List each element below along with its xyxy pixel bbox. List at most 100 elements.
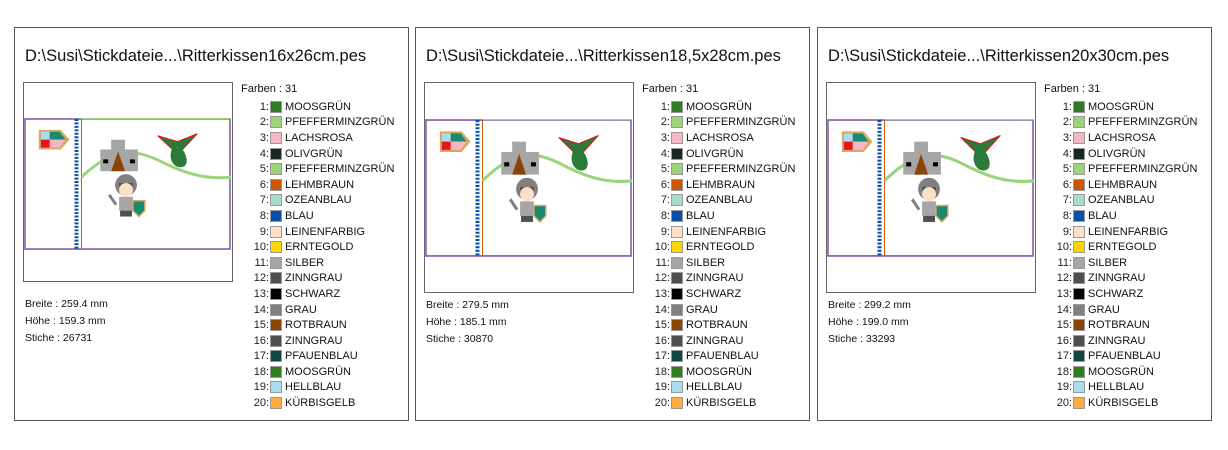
height-label: Höhe : 185.1 mm bbox=[426, 316, 507, 328]
color-name: LACHSROSA bbox=[285, 131, 353, 144]
color-name: OLIVGRÜN bbox=[686, 147, 744, 160]
design-preview[interactable] bbox=[424, 82, 634, 293]
stitches-label: Stiche : 33293 bbox=[828, 333, 896, 345]
width-label: Breite : 299.2 mm bbox=[828, 299, 911, 311]
width-label: Breite : 279.5 mm bbox=[426, 299, 509, 311]
color-name: PFAUENBLAU bbox=[285, 350, 358, 363]
design-artwork bbox=[827, 118, 1035, 258]
embroidery-file-panel: D:\Susi\Stickdateie...\Ritterkissen18,5x… bbox=[415, 27, 810, 421]
color-list-item: 12: ZINNGRAU bbox=[241, 271, 394, 287]
color-name: LEHMBRAUN bbox=[686, 178, 756, 191]
color-list-item: 18: MOOSGRÜN bbox=[241, 364, 394, 380]
color-name: MOOSGRÜN bbox=[1088, 365, 1154, 378]
color-swatch bbox=[270, 116, 282, 129]
color-swatch bbox=[1073, 350, 1085, 363]
color-swatch bbox=[270, 319, 282, 332]
color-list-item: 2: PFEFFERMINZGRÜN bbox=[241, 115, 394, 131]
color-name: ZINNGRAU bbox=[686, 334, 744, 347]
color-name: SCHWARZ bbox=[285, 287, 341, 300]
color-swatch bbox=[270, 334, 282, 347]
color-name: PFEFFERMINZGRÜN bbox=[285, 163, 395, 176]
color-name: HELLBLAU bbox=[686, 381, 743, 394]
color-swatch bbox=[1073, 131, 1085, 144]
color-list-item: 9: LEINENFARBIG bbox=[1044, 224, 1197, 240]
color-list-item: 2: PFEFFERMINZGRÜN bbox=[642, 115, 795, 131]
color-list-item: 7: OZEANBLAU bbox=[1044, 193, 1197, 209]
color-name: SCHWARZ bbox=[1088, 287, 1144, 300]
color-swatch bbox=[1073, 225, 1085, 238]
color-number: 5: bbox=[1062, 163, 1072, 176]
color-number: 6: bbox=[259, 178, 269, 191]
color-number: 1: bbox=[1062, 100, 1072, 113]
castle-icon bbox=[100, 139, 138, 172]
design-stats: Breite : 259.4 mm Höhe : 159.3 mm Stiche… bbox=[25, 296, 108, 347]
color-list-item: 11: SILBER bbox=[241, 255, 394, 271]
color-number: 9: bbox=[660, 225, 670, 238]
color-number: 10: bbox=[654, 241, 670, 254]
color-name: PFEFFERMINZGRÜN bbox=[686, 116, 796, 129]
color-name: ERNTEGOLD bbox=[1088, 241, 1157, 254]
color-list-item: 13: SCHWARZ bbox=[241, 286, 394, 302]
color-swatch bbox=[671, 381, 683, 394]
color-list-item: 10: ERNTEGOLD bbox=[1044, 239, 1197, 255]
color-name: OZEANBLAU bbox=[1088, 194, 1155, 207]
color-list-item: 10: ERNTEGOLD bbox=[642, 239, 795, 255]
color-swatch bbox=[270, 225, 282, 238]
color-number: 8: bbox=[259, 209, 269, 222]
color-swatch bbox=[270, 209, 282, 222]
design-preview[interactable] bbox=[23, 82, 233, 282]
color-number: 19: bbox=[1056, 381, 1072, 394]
color-list-item: 11: SILBER bbox=[1044, 255, 1197, 271]
color-list-item: 14: GRAU bbox=[241, 302, 394, 318]
color-swatch bbox=[270, 131, 282, 144]
color-list-item: 2: PFEFFERMINZGRÜN bbox=[1044, 115, 1197, 131]
color-list-item: 14: GRAU bbox=[642, 302, 795, 318]
color-list: Farben : 31 1: MOOSGRÜN 2: PFEFFERMINZGRÜN 3:… bbox=[241, 82, 394, 411]
color-list-item: 8: BLAU bbox=[642, 208, 795, 224]
color-swatch bbox=[1073, 381, 1085, 394]
color-list-item: 1: MOOSGRÜN bbox=[1044, 99, 1197, 115]
knight-icon bbox=[508, 177, 547, 224]
color-number: 20: bbox=[654, 397, 670, 410]
color-swatch bbox=[1073, 241, 1085, 254]
color-name: ZINNGRAU bbox=[1088, 272, 1146, 285]
color-swatch bbox=[270, 350, 282, 363]
color-name: OZEANBLAU bbox=[686, 194, 753, 207]
castle-icon bbox=[501, 141, 539, 175]
file-title: D:\Susi\Stickdateie...\Ritterkissen18,5x… bbox=[426, 47, 781, 65]
color-swatch bbox=[1073, 287, 1085, 300]
color-swatch bbox=[270, 163, 282, 176]
color-swatch bbox=[671, 225, 683, 238]
color-list-item: 13: SCHWARZ bbox=[1044, 286, 1197, 302]
color-name: BLAU bbox=[285, 209, 314, 222]
color-swatch bbox=[671, 194, 683, 207]
color-name: SILBER bbox=[285, 256, 325, 269]
color-list-item: 5: PFEFFERMINZGRÜN bbox=[642, 161, 795, 177]
color-swatch bbox=[270, 381, 282, 394]
color-swatch bbox=[671, 272, 683, 285]
color-name: GRAU bbox=[686, 303, 718, 316]
color-list-item: 16: ZINNGRAU bbox=[642, 333, 795, 349]
color-name: BLAU bbox=[1088, 209, 1117, 222]
color-name: ZINNGRAU bbox=[1088, 334, 1146, 347]
color-list-item: 20: KÜRBISGELB bbox=[241, 395, 394, 411]
design-preview[interactable] bbox=[826, 82, 1036, 293]
color-swatch bbox=[671, 334, 683, 347]
shield-pennant-icon bbox=[841, 131, 873, 152]
design-stats: Breite : 279.5 mm Höhe : 185.1 mm Stiche… bbox=[426, 297, 509, 348]
colors-count: Farben : 31 bbox=[642, 83, 699, 95]
color-name: MOOSGRÜN bbox=[686, 100, 752, 113]
color-number: 18: bbox=[654, 365, 670, 378]
color-name: LEHMBRAUN bbox=[285, 178, 355, 191]
color-name: BLAU bbox=[686, 209, 715, 222]
color-name: PFEFFERMINZGRÜN bbox=[1088, 163, 1198, 176]
color-swatch bbox=[270, 365, 282, 378]
file-title: D:\Susi\Stickdateie...\Ritterkissen20x30… bbox=[828, 47, 1170, 65]
color-swatch bbox=[1073, 303, 1085, 316]
color-swatch bbox=[270, 256, 282, 269]
color-name: LEINENFARBIG bbox=[1088, 225, 1169, 238]
color-swatch bbox=[671, 131, 683, 144]
embroidery-file-panel: D:\Susi\Stickdateie...\Ritterkissen16x26… bbox=[14, 27, 409, 421]
color-number: 5: bbox=[259, 163, 269, 176]
color-swatch bbox=[671, 397, 683, 410]
